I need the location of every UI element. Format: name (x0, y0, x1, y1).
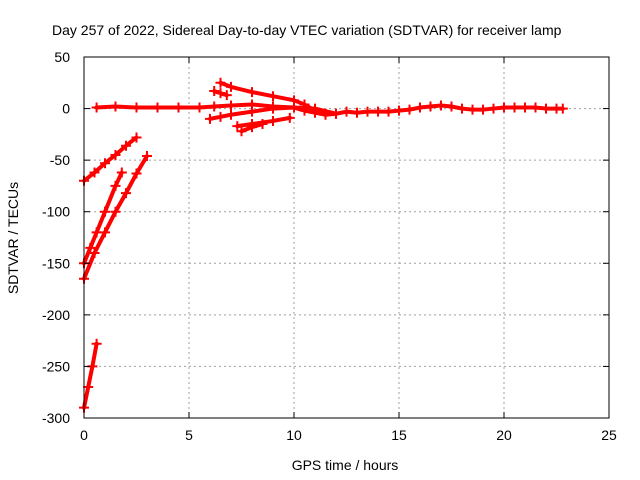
data-point (268, 91, 278, 102)
y-tick-label: -200 (42, 307, 70, 323)
data-point (362, 106, 373, 117)
data-point (509, 102, 520, 113)
data-point (131, 168, 142, 179)
data-point (310, 103, 320, 114)
data-point (247, 87, 257, 98)
data-point (100, 206, 110, 217)
data-point (215, 88, 226, 99)
chart-title: Day 257 of 2022, Sidereal Day-to-day VTE… (52, 22, 562, 38)
x-tick-label: 25 (601, 427, 617, 443)
data-point (205, 113, 215, 124)
data-point (436, 100, 446, 111)
data-point (91, 338, 102, 349)
data-point (520, 102, 530, 113)
data-point (142, 151, 152, 162)
data-point (488, 103, 499, 114)
data-point (268, 103, 278, 114)
data-point (236, 126, 247, 137)
data-point (121, 188, 131, 199)
y-axis-title: SDTVAR / TECUs (5, 182, 21, 294)
data-point (100, 227, 110, 238)
data-point (209, 86, 220, 97)
data-point (394, 105, 404, 116)
x-tick-label: 15 (391, 427, 407, 443)
data-point (226, 100, 236, 111)
data-point (446, 101, 457, 112)
x-tick-label: 20 (496, 427, 512, 443)
series-0 (91, 99, 568, 120)
y-tick-label: 0 (62, 101, 70, 117)
data-point (91, 227, 102, 238)
x-tick-label: 5 (185, 427, 193, 443)
data-point (478, 104, 488, 115)
data-point (499, 102, 509, 113)
data-point (341, 106, 352, 117)
data-point (83, 382, 94, 393)
y-tick-label: -300 (42, 410, 70, 426)
data-point (352, 107, 362, 118)
data-point (383, 106, 394, 117)
series-line (82, 170, 124, 266)
data-point (221, 90, 232, 101)
data-point (110, 180, 121, 191)
plot-series (79, 77, 568, 413)
series-2 (209, 86, 232, 101)
series-line (82, 135, 139, 183)
data-point (226, 81, 236, 92)
y-tick-label: -250 (42, 358, 70, 374)
data-point (131, 132, 142, 143)
x-axis-title: GPS time / hours (292, 457, 399, 473)
data-point (284, 112, 295, 123)
y-tick-label: -100 (42, 204, 70, 220)
data-point (91, 102, 102, 113)
series-9 (79, 338, 102, 413)
data-point (110, 101, 121, 112)
data-point (247, 122, 257, 133)
data-point (467, 104, 478, 115)
data-point (194, 102, 205, 113)
data-point (89, 167, 100, 178)
x-tick-label: 0 (80, 427, 88, 443)
data-point (100, 158, 110, 169)
data-point (173, 102, 184, 113)
data-point (110, 149, 121, 160)
data-point (89, 247, 100, 258)
data-point (257, 119, 268, 130)
data-point (331, 108, 341, 119)
series-3 (205, 102, 341, 124)
series-7 (79, 167, 127, 269)
series-8 (79, 151, 152, 284)
data-point (425, 101, 436, 112)
data-point (209, 101, 220, 112)
data-point (131, 102, 142, 113)
y-tick-label: 50 (54, 49, 70, 65)
data-point (110, 206, 121, 217)
data-point (226, 109, 236, 120)
data-point (232, 121, 243, 132)
axis-ticks: 0 5 10 15 20 25 50 0 -50 -100 -150 -200 -250 -300 (42, 49, 617, 443)
data-point (85, 242, 96, 253)
series-5 (236, 119, 268, 137)
data-point (530, 102, 541, 113)
data-point (116, 167, 127, 178)
data-point (215, 111, 226, 122)
data-point (268, 115, 278, 126)
x-tick-label: 10 (286, 427, 302, 443)
plot-frame (83, 56, 610, 419)
data-point (557, 103, 568, 114)
data-point (247, 106, 257, 117)
data-point (404, 104, 415, 115)
y-tick-label: -50 (50, 152, 70, 168)
y-tick-label: -150 (42, 255, 70, 271)
data-point (152, 102, 163, 113)
data-point (289, 102, 299, 113)
series-line (82, 341, 99, 410)
data-point (415, 102, 425, 113)
data-point (121, 140, 131, 151)
data-point (373, 106, 383, 117)
data-point (215, 77, 226, 88)
data-point (457, 103, 467, 114)
data-point (541, 103, 551, 114)
